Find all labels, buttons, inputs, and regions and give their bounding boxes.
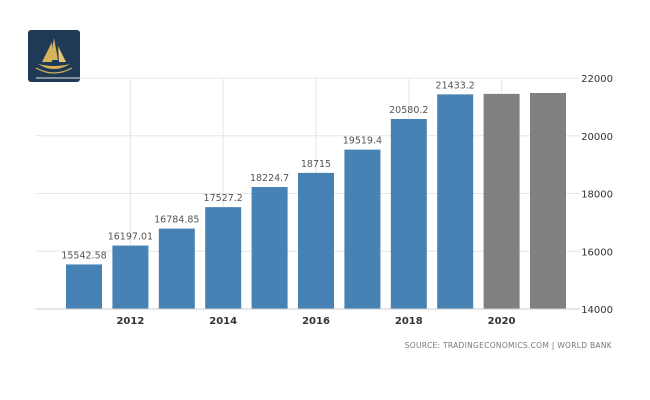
bar-value-label: 18715 bbox=[301, 159, 331, 170]
y-tick-label: 22000 bbox=[581, 74, 613, 85]
logo bbox=[28, 30, 80, 82]
y-tick-label: 18000 bbox=[581, 190, 613, 201]
x-tick-label: 2020 bbox=[488, 316, 516, 327]
bar bbox=[298, 172, 334, 309]
sailing-ship-logo-icon bbox=[35, 38, 73, 74]
source-note: SOURCE: TRADINGECONOMICS.COM | WORLD BAN… bbox=[405, 341, 613, 350]
x-tick-label: 2012 bbox=[116, 316, 144, 327]
bar-value-label: 15542.58 bbox=[61, 250, 106, 261]
bar-value-label: 21433.2 bbox=[436, 80, 475, 91]
bar-value-label: 16197.01 bbox=[108, 232, 153, 243]
forecast-bar bbox=[483, 93, 520, 309]
bar bbox=[66, 264, 102, 309]
bar bbox=[251, 187, 288, 309]
bar-value-label: 16784.85 bbox=[154, 215, 199, 226]
y-tick-label: 14000 bbox=[581, 305, 613, 316]
y-tick-label: 16000 bbox=[581, 247, 613, 258]
x-tick-label: 2018 bbox=[395, 316, 423, 327]
bar bbox=[390, 118, 427, 309]
forecast-bar bbox=[530, 93, 566, 309]
x-tick-label: 2016 bbox=[302, 316, 330, 327]
axes: 14000 16000 18000 20000 22000 2012 2014 2016 201… bbox=[36, 74, 613, 327]
bar-value-label: 20580.2 bbox=[389, 105, 428, 116]
bar bbox=[437, 94, 474, 309]
y-tick-label: 20000 bbox=[581, 132, 613, 143]
bar-value-label: 19519.4 bbox=[343, 136, 382, 147]
bar bbox=[112, 245, 149, 309]
x-tick-label: 2014 bbox=[209, 316, 237, 327]
bar-value-label: 17527.2 bbox=[204, 193, 243, 204]
bar bbox=[205, 207, 242, 309]
bars bbox=[66, 93, 566, 309]
bar-value-label: 18224.7 bbox=[250, 173, 289, 184]
bar bbox=[158, 228, 195, 309]
bar bbox=[344, 149, 381, 309]
